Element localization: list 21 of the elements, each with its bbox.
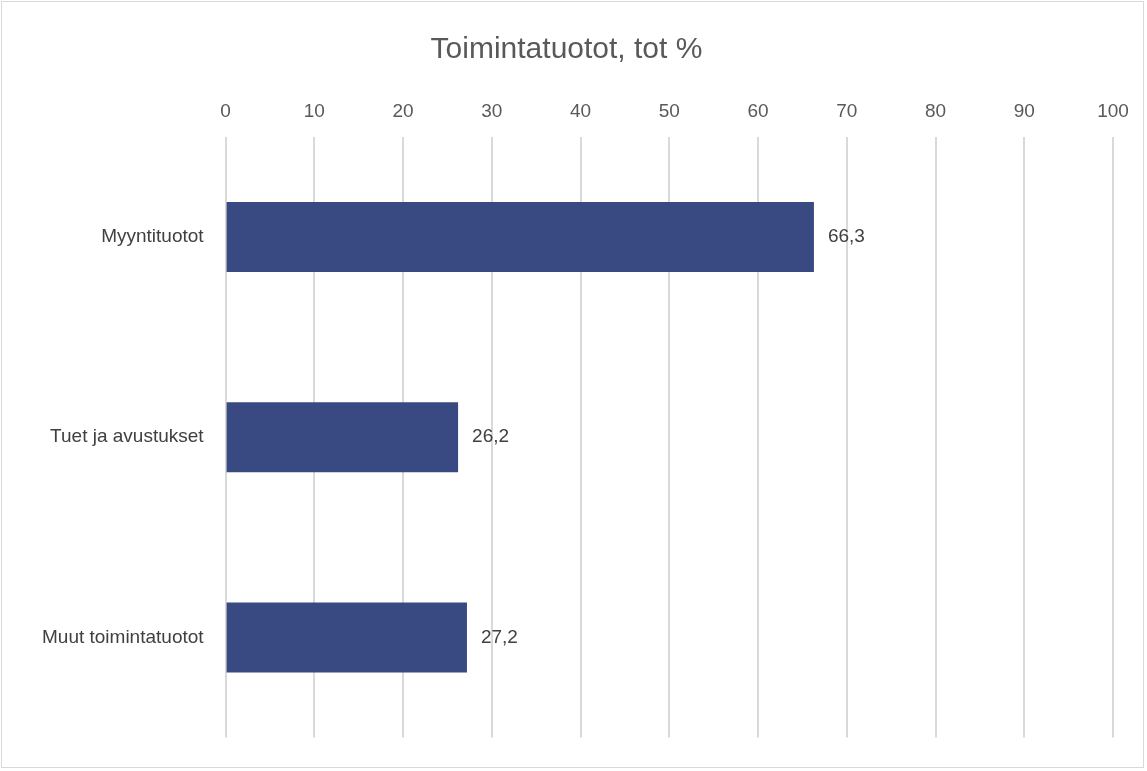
x-tick-label: 0 (220, 99, 231, 121)
x-tick-label: 100 (1097, 99, 1129, 121)
x-tick-label: 90 (1013, 99, 1035, 121)
x-tick-label: 60 (747, 99, 769, 121)
bar (226, 602, 467, 673)
chart-title: Toimintatuotot, tot % (430, 31, 703, 65)
x-tick-label: 30 (481, 99, 503, 121)
y-tick-label: Tuet ja avustukset (50, 425, 205, 447)
bar (226, 201, 814, 272)
data-label: 26,2 (472, 425, 510, 447)
x-tick-label: 20 (392, 99, 414, 121)
x-tick-label: 40 (569, 99, 592, 121)
x-tick-label: 10 (303, 99, 325, 121)
y-tick-label: Myyntituotot (101, 225, 205, 247)
y-tick-label: Muut toimintatuotot (41, 625, 205, 647)
data-label: 66,3 (827, 225, 865, 247)
x-tick-label: 80 (924, 99, 947, 121)
data-label: 27,2 (480, 625, 518, 647)
x-tick-label: 70 (836, 99, 858, 121)
x-tick-label: 50 (658, 99, 680, 121)
bar (226, 402, 459, 473)
